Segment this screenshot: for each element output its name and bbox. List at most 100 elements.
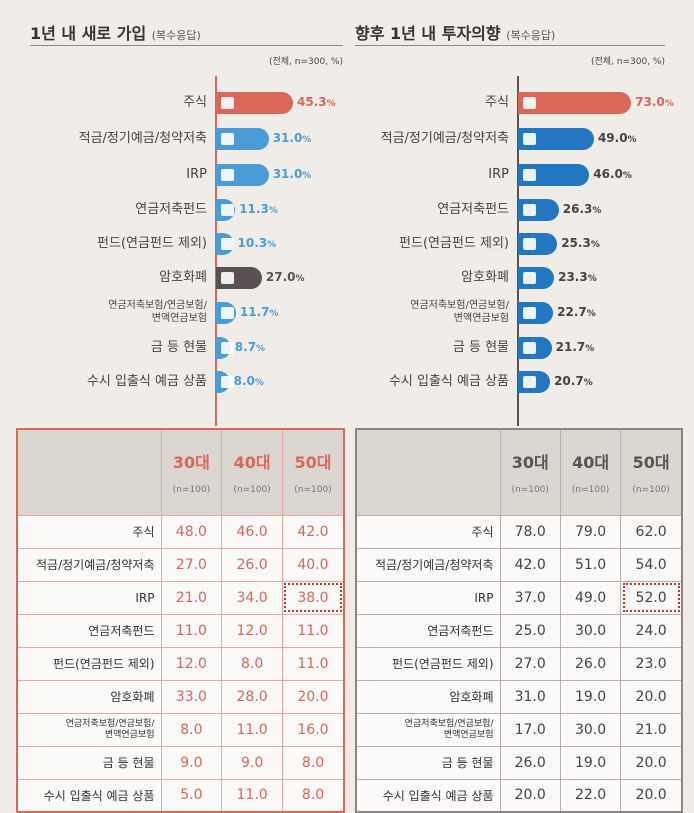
table-cell: 37.0 [499,580,561,615]
piggy-bank-icon [523,376,536,388]
table-cell: 23.0 [620,646,683,681]
coin-icon [221,272,234,284]
table-cell: 11.0 [221,712,283,747]
value-label: 23.3% [558,270,597,284]
category-label: 금 등 현물 [150,340,207,355]
table-cell: 27.0 [160,547,223,582]
table-cell: 8.0 [281,778,345,813]
bar-row: 암호화폐 27.0% [30,267,343,289]
table-cell: 78.0 [499,514,561,549]
atm-icon [221,133,234,145]
bar [216,128,269,150]
bar [216,164,269,186]
bar-row: 주식 45.3% [30,92,343,114]
folder-icon [221,238,234,250]
bar [216,233,234,255]
value-label: 22.7% [557,305,596,319]
row-label: 연금저축펀드 [355,613,501,648]
value-label: 46.0% [593,167,632,181]
bar-row: 연금저축보험/연금보험/변액연금보험 22.7% [355,300,665,324]
value-label: 31.0% [272,167,312,181]
table-row: 암호화폐 33.0 28.0 20.0 [16,679,345,714]
table-cell: 16.0 [281,712,345,747]
value-label: 20.7% [554,374,593,388]
header-row: 30대 (n=100) 40대 (n=100) 50대 (n=100) [16,428,345,516]
table-cell: 11.0 [160,613,223,648]
table-cell: 40.0 [281,547,345,582]
chart-icon [221,97,234,109]
table-cell: 48.0 [160,514,223,549]
table-cell: 25.0 [499,613,561,648]
bar [216,267,262,289]
left-chart-panel: 1년 내 새로 가입 (복수응답) (전체, n=300, %) 주식 45.3%… [30,0,343,426]
piggy-bank-icon [221,376,234,388]
table-cell: 26.0 [499,745,561,780]
corner-cell [16,428,162,516]
table-row: 적금/정기예금/청약저축 27.0 26.0 40.0 [16,547,345,582]
table-cell: 54.0 [620,547,683,582]
table-cell: 20.0 [620,679,683,714]
table-cell: 46.0 [221,514,283,549]
bar [216,199,236,221]
value-label: 25.3% [561,236,600,250]
value-label: 27.0% [265,270,305,284]
bar-row: 금 등 현물 21.7% [355,337,665,359]
table-row: IRP 21.0 34.0 38.0 [16,580,345,615]
table-row: 수시 입출식 예금 상품 5.0 11.0 8.0 [16,778,345,813]
gold-bars-icon [221,342,234,354]
category-label: 금 등 현물 [452,340,509,355]
bar [518,267,555,289]
row-label: 연금저축보험/연금보험/변액연금보험 [16,712,162,747]
table-cell: 20.0 [281,679,345,714]
row-label: 수시 입출식 예금 상품 [16,778,162,813]
bar-row: 연금저축펀드 26.3% [355,199,665,221]
age-header: 50대 (n=100) [620,428,683,516]
value-label: 26.3% [562,202,602,216]
bar-row: 펀드(연금펀드 제외) 25.3% [355,233,665,255]
bar-row: 펀드(연금펀드 제외) 10.3% [30,233,343,255]
coin-icon [523,272,536,284]
table-cell: 19.0 [559,745,622,780]
table-row: 수시 입출식 예금 상품 20.0 22.0 20.0 [355,778,683,813]
table-cell: 31.0 [499,679,561,714]
bar [518,233,558,255]
table-cell: 24.0 [620,613,683,648]
row-label: 주식 [16,514,162,549]
table-row: 금 등 현물 26.0 19.0 20.0 [355,745,683,780]
category-label: 연금저축보험/연금보험/변액연금보험 [108,300,207,324]
row-label: 적금/정기예금/청약저축 [355,547,501,582]
table-row: 연금저축펀드 11.0 12.0 11.0 [16,613,345,648]
bar-row: 연금저축보험/연금보험/변액연금보험 11.7% [30,300,343,324]
category-label: IRP [186,167,207,182]
table-cell: 12.0 [221,613,283,648]
table-cell: 8.0 [160,712,223,747]
bar-row: 적금/정기예금/청약저축 31.0% [30,128,343,150]
table-row: 연금저축보험/연금보험/변액연금보험 17.0 30.0 21.0 [355,712,683,747]
value-label: 45.3% [297,95,336,109]
table-cell: 28.0 [221,679,283,714]
bar-row: 수시 입출식 예금 상품 8.0% [30,371,343,393]
row-label: 주식 [355,514,501,549]
gold-bars-icon [523,342,536,354]
table-cell: 26.0 [221,547,283,582]
briefcase-icon [221,169,234,181]
value-label: 8.7% [234,340,266,354]
left-chart-title: 1년 내 새로 가입 (복수응답) [30,20,343,46]
table-row: 암호화폐 31.0 19.0 20.0 [355,679,683,714]
row-label: IRP [355,580,501,615]
subtitle-text: (복수응답) [151,29,201,42]
table-cell: 52.0 [620,580,683,615]
table-cell: 21.0 [160,580,223,615]
age-header: 40대 (n=100) [221,428,283,516]
table-cell: 19.0 [559,679,622,714]
bar-row: 암호화폐 23.3% [355,267,665,289]
value-label: 31.0% [272,131,312,145]
briefcase-icon [523,169,536,181]
row-label: 수시 입출식 예금 상품 [355,778,501,813]
right-age-table: 30대 (n=100) 40대 (n=100) 50대 (n=100) 주식 78.0 79.0… [355,428,683,813]
age-header: 30대 (n=100) [499,428,561,516]
subtitle-text: (복수응답) [506,29,556,42]
table-cell: 8.0 [281,745,345,780]
table-row: 주식 48.0 46.0 42.0 [16,514,345,549]
table-cell: 20.0 [499,778,561,813]
